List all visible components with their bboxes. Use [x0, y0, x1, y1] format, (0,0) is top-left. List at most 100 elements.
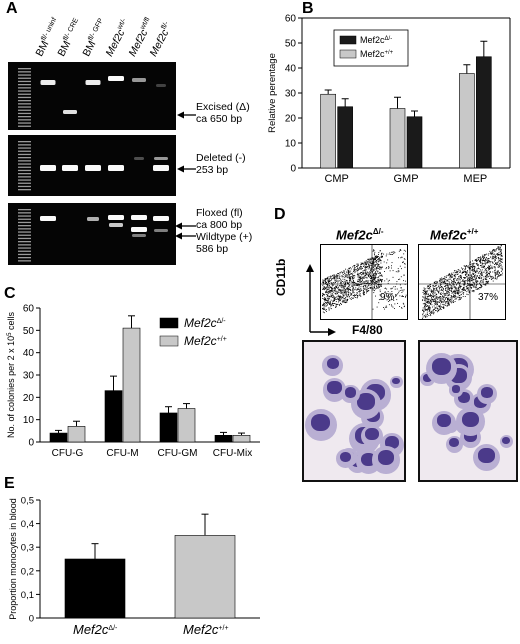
cell-nucleus: [478, 448, 495, 463]
flow-event: [494, 257, 496, 258]
flow-event: [476, 270, 478, 272]
flow-event: [334, 290, 336, 292]
flow-event: [376, 277, 378, 279]
flow-event: [479, 271, 481, 273]
flow-event: [476, 268, 478, 270]
flow-event: [325, 279, 327, 281]
flow-event: [480, 257, 482, 259]
flow-frame: [418, 244, 506, 320]
ladder-band: [18, 228, 31, 230]
flow-event: [458, 295, 460, 296]
flow-event: [455, 274, 457, 276]
flow-event: [347, 272, 349, 274]
lane-label-main: BM: [33, 38, 52, 59]
flow-event: [336, 284, 338, 286]
flow-event: [390, 287, 392, 289]
flow-event: [441, 306, 443, 308]
flow-event: [350, 290, 352, 292]
flow-event: [457, 292, 459, 294]
flow-event: [392, 270, 394, 272]
flow-event: [372, 257, 374, 259]
flow-event: [499, 254, 500, 256]
cell-nucleus: [461, 411, 479, 428]
flow-event: [430, 311, 432, 313]
y-tick-label: 60: [23, 304, 35, 315]
flow-event: [340, 281, 342, 283]
flow-event: [332, 288, 334, 290]
flow-event: [341, 288, 343, 290]
flow-event: [483, 260, 485, 262]
panel-label-d: D: [274, 206, 286, 223]
flow-event: [332, 303, 334, 304]
flow-event: [439, 296, 441, 298]
flow-event: [370, 263, 372, 265]
flow-event: [341, 276, 343, 278]
flow-right-title: Mef2c+/+: [430, 227, 478, 242]
flow-event: [386, 267, 388, 269]
flow-event: [379, 289, 381, 291]
flow-event: [436, 282, 438, 284]
cytospin-left: [302, 340, 406, 482]
flow-event: [347, 288, 349, 290]
flow-event: [403, 303, 405, 305]
flow-event: [352, 297, 354, 299]
flow-event: [456, 271, 458, 273]
flow-event: [326, 304, 328, 306]
flow-event: [380, 294, 382, 296]
flow-event: [449, 304, 450, 306]
flow-event: [365, 275, 367, 277]
flow-event: [436, 283, 437, 285]
flow-event: [340, 286, 342, 288]
flow-event: [348, 292, 350, 294]
flow-event: [474, 274, 476, 276]
flow-event: [348, 282, 349, 284]
flow-event: [493, 250, 495, 252]
flow-event: [337, 278, 339, 279]
flow-event: [361, 272, 363, 273]
flow-event: [327, 280, 329, 282]
flow-event: [456, 293, 458, 295]
flow-event: [448, 292, 450, 294]
flow-event: [447, 304, 449, 306]
flow-event: [497, 261, 499, 263]
ladder-band: [18, 103, 31, 105]
flow-event: [380, 259, 382, 261]
ladder-band: [18, 247, 31, 249]
flow-event: [462, 295, 464, 297]
flow-event: [488, 261, 490, 263]
flow-event: [485, 259, 487, 261]
flow-plot-left: [320, 244, 408, 320]
flow-event: [429, 309, 431, 311]
flow-event: [455, 298, 457, 300]
flow-y-axis-label: CD11b: [274, 258, 288, 296]
flow-event: [469, 269, 471, 271]
flow-event: [443, 307, 444, 309]
flow-event: [381, 274, 383, 276]
flow-event: [404, 305, 406, 307]
flow-event: [372, 287, 374, 289]
flow-event: [452, 287, 453, 289]
flow-event: [323, 283, 325, 285]
flow-event: [439, 300, 441, 302]
flow-event: [398, 270, 400, 272]
flow-event: [496, 253, 498, 254]
flow-event: [401, 292, 403, 293]
flow-event: [335, 298, 336, 300]
flow-event: [481, 278, 482, 280]
flow-event: [471, 287, 472, 289]
flow-event: [373, 275, 375, 277]
flow-event: [380, 250, 381, 252]
flow-event: [390, 304, 392, 306]
flow-event: [324, 303, 325, 305]
flow-event: [471, 277, 473, 279]
flow-event: [494, 267, 496, 269]
flow-event: [470, 286, 472, 288]
flow-event: [358, 278, 360, 280]
flow-event: [449, 301, 451, 303]
flow-event: [500, 265, 502, 267]
flow-event: [481, 273, 483, 275]
flow-event: [378, 276, 380, 278]
flow-event: [327, 288, 329, 290]
flow-event: [439, 298, 441, 300]
flow-event: [425, 308, 426, 310]
